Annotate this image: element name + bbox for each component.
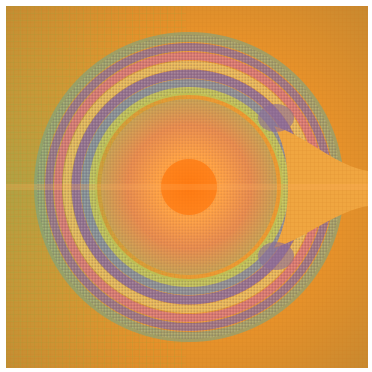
ring-tip: [258, 242, 294, 270]
horizontal-streak: [6, 184, 368, 190]
ring-gap: [258, 104, 368, 270]
ring-tip: [258, 104, 294, 132]
fractal-graphic: [6, 6, 368, 368]
fractal-image: [6, 6, 368, 368]
core-center: [161, 159, 217, 215]
ring-opening-texture: [274, 126, 368, 248]
